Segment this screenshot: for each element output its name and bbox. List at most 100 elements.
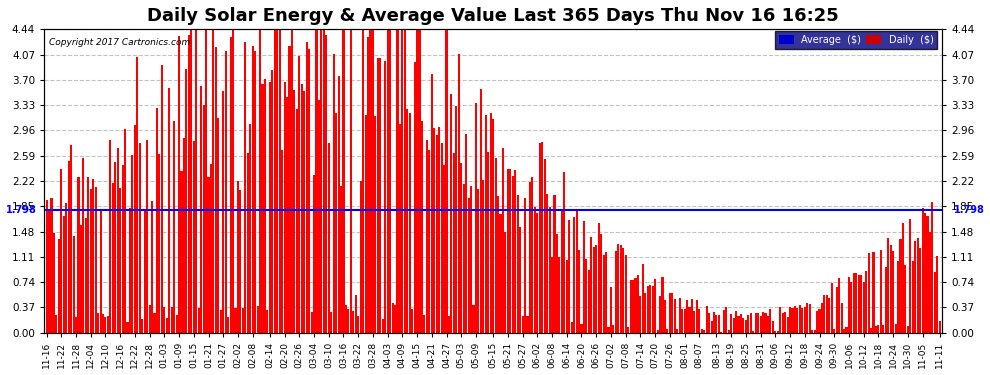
Bar — [340, 186, 343, 333]
Bar — [254, 51, 256, 333]
Bar — [708, 313, 710, 333]
Bar — [439, 128, 441, 333]
Bar — [922, 208, 924, 333]
Bar — [102, 314, 104, 333]
Bar — [747, 315, 749, 333]
Bar — [273, 29, 276, 333]
Bar — [500, 214, 502, 333]
Bar — [757, 313, 759, 333]
Bar — [389, 29, 391, 333]
Bar — [809, 304, 811, 333]
Bar — [240, 190, 242, 333]
Bar — [681, 309, 683, 333]
Bar — [855, 273, 857, 333]
Bar — [387, 29, 389, 333]
Bar — [796, 308, 799, 333]
Bar — [738, 316, 740, 333]
Bar — [608, 327, 610, 333]
Bar — [892, 251, 894, 333]
Bar — [95, 187, 97, 333]
Bar — [391, 303, 394, 333]
Bar — [163, 307, 165, 333]
Bar — [661, 277, 663, 333]
Bar — [829, 298, 831, 333]
Bar — [301, 84, 303, 333]
Bar — [774, 331, 776, 333]
Bar — [877, 325, 879, 333]
Bar — [794, 306, 796, 333]
Bar — [485, 116, 487, 333]
Bar — [907, 326, 909, 333]
Bar — [457, 54, 459, 333]
Bar — [514, 170, 516, 333]
Bar — [345, 305, 346, 333]
Bar — [303, 91, 305, 333]
Bar — [635, 278, 637, 333]
Bar — [487, 152, 489, 333]
Bar — [316, 29, 318, 333]
Bar — [843, 328, 845, 333]
Bar — [532, 177, 534, 333]
Bar — [659, 296, 661, 333]
Bar — [752, 331, 754, 333]
Bar — [693, 310, 695, 333]
Bar — [509, 169, 512, 333]
Bar — [232, 29, 234, 333]
Bar — [568, 220, 570, 333]
Bar — [119, 188, 121, 333]
Bar — [67, 161, 69, 333]
Bar — [674, 299, 676, 333]
Bar — [556, 234, 558, 333]
Bar — [278, 29, 281, 333]
Bar — [504, 232, 507, 333]
Bar — [465, 134, 467, 333]
Bar — [698, 309, 700, 333]
Bar — [706, 306, 708, 333]
Bar — [691, 299, 693, 333]
Bar — [678, 298, 681, 333]
Bar — [180, 171, 182, 333]
Bar — [929, 232, 931, 333]
Bar — [927, 216, 929, 333]
Bar — [256, 306, 258, 333]
Bar — [865, 271, 867, 333]
Bar — [286, 97, 288, 333]
Bar — [772, 321, 774, 333]
Bar — [860, 275, 862, 333]
Bar — [173, 121, 175, 333]
Bar — [831, 283, 833, 333]
Bar — [744, 320, 746, 333]
Bar — [323, 29, 325, 333]
Bar — [283, 82, 286, 333]
Bar — [625, 255, 627, 333]
Bar — [669, 293, 671, 333]
Bar — [527, 316, 529, 333]
Bar — [847, 276, 850, 333]
Bar — [382, 319, 384, 333]
Bar — [703, 330, 705, 333]
Bar — [728, 330, 730, 333]
Bar — [593, 247, 595, 333]
Bar — [419, 29, 421, 333]
Bar — [65, 203, 67, 333]
Bar — [421, 121, 423, 333]
Bar — [777, 331, 779, 333]
Bar — [605, 252, 607, 333]
Bar — [799, 304, 801, 333]
Bar — [897, 261, 899, 333]
Bar — [740, 314, 742, 333]
Bar — [845, 327, 847, 333]
Bar — [293, 90, 295, 333]
Bar — [429, 150, 431, 333]
Bar — [48, 210, 50, 333]
Bar — [330, 312, 333, 333]
Bar — [100, 211, 102, 333]
Bar — [603, 255, 605, 333]
Bar — [446, 29, 447, 333]
Bar — [306, 42, 308, 333]
Bar — [937, 255, 939, 333]
Bar — [396, 29, 399, 333]
Bar — [578, 249, 580, 333]
Bar — [326, 35, 328, 333]
Bar — [259, 29, 261, 333]
